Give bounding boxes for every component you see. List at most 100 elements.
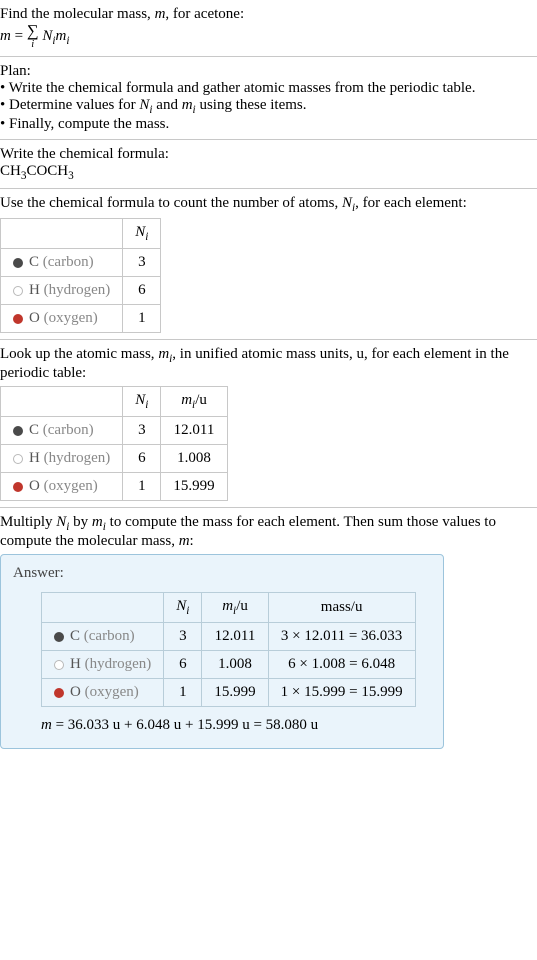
elname: (carbon) xyxy=(84,628,135,644)
eq-lhs: m xyxy=(0,28,11,44)
eq-equals: = xyxy=(11,28,27,44)
element-cell: O (oxygen) xyxy=(1,473,123,501)
intro-m: m xyxy=(155,6,166,22)
elname: (oxygen) xyxy=(44,478,98,494)
Nh3: N xyxy=(176,598,186,614)
answer-label: Answer: xyxy=(13,565,431,588)
calc-value: 6 × 1.008 = 6.048 xyxy=(268,651,415,679)
mass-value: 1.008 xyxy=(202,651,268,679)
mass-value: 15.999 xyxy=(202,679,268,707)
mass-value: 1.008 xyxy=(161,445,227,473)
Nhs: i xyxy=(145,231,148,243)
empty-header xyxy=(1,387,123,417)
chem-s2: 3 xyxy=(68,170,74,182)
Nhs2: i xyxy=(145,399,148,411)
Nh: N xyxy=(135,224,145,240)
mass-header: mass/u xyxy=(268,593,415,623)
table-header-row: Ni mi/u mass/u xyxy=(42,593,416,623)
mh: m xyxy=(181,392,192,408)
elsym: H xyxy=(70,656,81,672)
pb2a: • Determine values for xyxy=(0,97,139,113)
N-header: Ni xyxy=(164,593,202,623)
elsym: H xyxy=(29,450,40,466)
mu-m: m xyxy=(92,514,103,530)
table-row: O (oxygen) 1 15.999 1 × 15.999 = 15.999 xyxy=(42,679,416,707)
elname: (hydrogen) xyxy=(44,282,111,298)
elname: (oxygen) xyxy=(85,684,139,700)
element-cell: O (oxygen) xyxy=(1,305,123,333)
calc-value: 1 × 15.999 = 15.999 xyxy=(268,679,415,707)
elsym: C xyxy=(29,254,39,270)
table-row: H (hydrogen) 6 1.008 xyxy=(1,445,228,473)
answer-table: Ni mi/u mass/u C (carbon) 3 12.011 3 × 1… xyxy=(41,592,416,707)
sum-index: i xyxy=(27,40,39,51)
eq-m-sub: i xyxy=(66,35,69,47)
intro-text2: , for acetone: xyxy=(165,6,244,22)
mu-c: : xyxy=(190,533,194,549)
N-value: 3 xyxy=(164,623,202,651)
ct-a: Use the chemical formula to count the nu… xyxy=(0,195,342,211)
sum-symbol: ∑ xyxy=(27,23,39,40)
plan-section: Plan: • Write the chemical formula and g… xyxy=(0,57,537,140)
elname: (carbon) xyxy=(43,422,94,438)
N-value: 6 xyxy=(123,445,161,473)
ct-N: N xyxy=(342,195,352,211)
N-value: 3 xyxy=(123,249,161,277)
fa: m xyxy=(41,717,52,733)
hydrogen-dot-icon xyxy=(13,286,23,296)
N-value: 3 xyxy=(123,417,161,445)
elname: (carbon) xyxy=(43,254,94,270)
oxygen-dot-icon xyxy=(13,482,23,492)
N-value: 1 xyxy=(164,679,202,707)
intro-text: Find the molecular mass, xyxy=(0,6,155,22)
element-cell: O (oxygen) xyxy=(42,679,164,707)
empty-header xyxy=(1,219,123,249)
lu-a: Look up the atomic mass, xyxy=(0,346,158,362)
mh3: m xyxy=(222,598,233,614)
element-cell: C (carbon) xyxy=(1,249,123,277)
empty-header xyxy=(42,593,164,623)
pb2N: N xyxy=(139,97,149,113)
N-header: Ni xyxy=(123,387,161,417)
eq-N: N xyxy=(39,28,53,44)
ct-b: , for each element: xyxy=(355,195,467,211)
N-value: 1 xyxy=(123,305,161,333)
carbon-dot-icon xyxy=(13,258,23,268)
count-section: Use the chemical formula to count the nu… xyxy=(0,189,537,340)
N-value: 1 xyxy=(123,473,161,501)
chemical-formula: CH3COCH3 xyxy=(0,163,537,182)
calc-value: 3 × 12.011 = 36.033 xyxy=(268,623,415,651)
mu-N: N xyxy=(56,514,66,530)
count-text: Use the chemical formula to count the nu… xyxy=(0,195,537,214)
mu-m2: m xyxy=(179,533,190,549)
table-row: C (carbon) 3 xyxy=(1,249,161,277)
elsym: O xyxy=(29,478,40,494)
table-header-row: Ni xyxy=(1,219,161,249)
chem-p1: CH xyxy=(0,163,21,179)
plan-bullet-3: • Finally, compute the mass. xyxy=(0,116,537,133)
table-header-row: Ni mi/u xyxy=(1,387,228,417)
lu-m: m xyxy=(158,346,169,362)
pb2m: m xyxy=(182,97,193,113)
table-row: O (oxygen) 1 xyxy=(1,305,161,333)
final-equSpecification: m = 36.033 u + 6.048 u + 15.999 u = 58.0… xyxy=(41,717,431,734)
elname: (hydrogen) xyxy=(85,656,152,672)
hydrogen-dot-icon xyxy=(54,660,64,670)
mass-equation: m = ∑i Nimi xyxy=(0,23,537,50)
multiply-section: Multiply Ni by mi to compute the mass fo… xyxy=(0,508,537,755)
m-header: mi/u xyxy=(161,387,227,417)
chem-p2: COCH xyxy=(26,163,68,179)
mass-value: 12.011 xyxy=(202,623,268,651)
table-row: H (hydrogen) 6 xyxy=(1,277,161,305)
hydrogen-dot-icon xyxy=(13,454,23,464)
mu-mid: by xyxy=(69,514,92,530)
Nhs3: i xyxy=(186,605,189,617)
element-cell: H (hydrogen) xyxy=(42,651,164,679)
intro-section: Find the molecular mass, m, for acetone:… xyxy=(0,0,537,57)
mu-a: Multiply xyxy=(0,514,56,530)
elsym: O xyxy=(29,310,40,326)
mass-value: 12.011 xyxy=(161,417,227,445)
carbon-dot-icon xyxy=(54,632,64,642)
element-cell: C (carbon) xyxy=(42,623,164,651)
Nh2: N xyxy=(135,392,145,408)
